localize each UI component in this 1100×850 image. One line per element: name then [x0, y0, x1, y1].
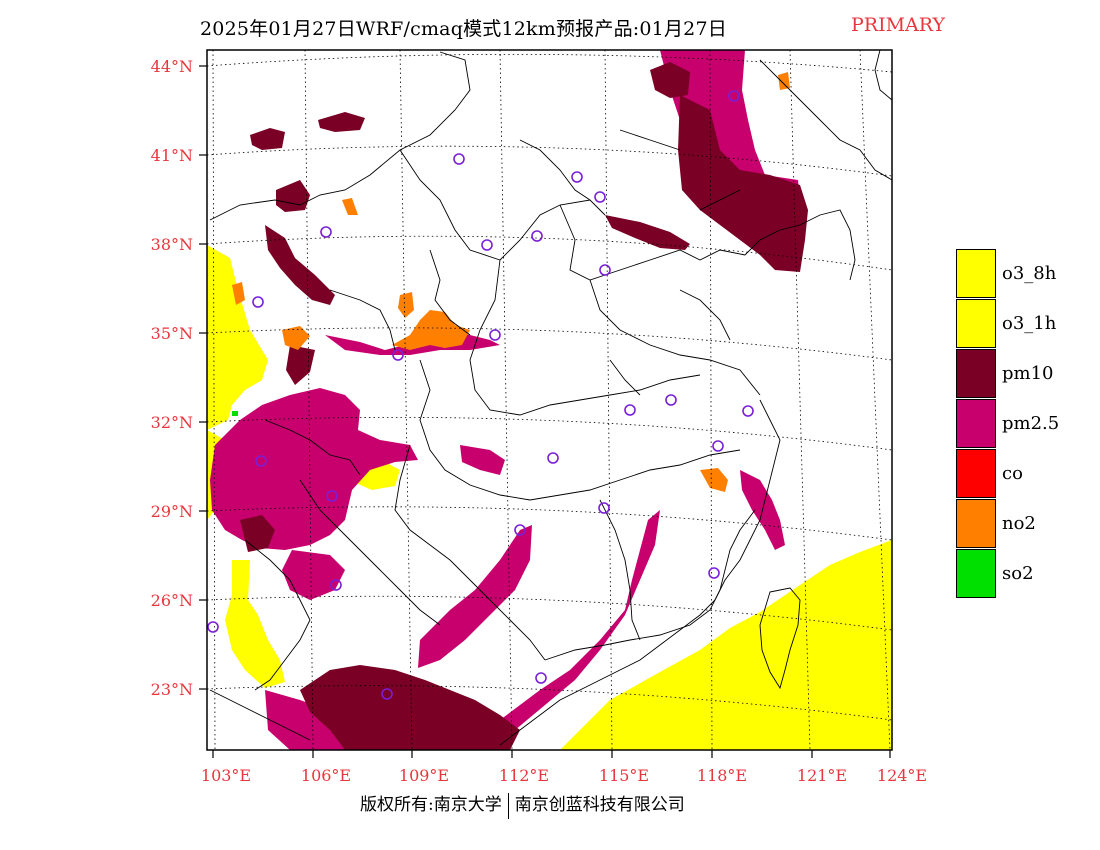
legend-swatch	[956, 549, 996, 598]
lat-label-44: 44°N	[151, 57, 193, 76]
legend-label: o3_8h	[1002, 263, 1057, 284]
lat-label-26: 26°N	[151, 591, 193, 610]
copyright-separator	[507, 792, 509, 819]
legend-item-o3-8h: o3_8h	[956, 249, 1096, 299]
ozone-field	[207, 245, 892, 750]
legend-item-pm10: pm10	[956, 349, 1096, 399]
legend-item-pm25: pm2.5	[956, 399, 1096, 449]
lat-label-32: 32°N	[151, 413, 193, 432]
lon-label-106: 106°E	[301, 766, 351, 785]
axis-ticks	[199, 65, 891, 758]
lat-label-23: 23°N	[151, 680, 193, 699]
legend-label: so2	[1002, 563, 1034, 584]
legend-swatch	[956, 499, 996, 548]
admin-boundaries	[209, 50, 892, 746]
lat-label-35: 35°N	[151, 324, 193, 343]
copyright: 版权所有:南京大学 南京创蓝科技有限公司	[360, 790, 685, 819]
lat-label-41: 41°N	[151, 146, 193, 165]
legend-item-no2: no2	[956, 499, 1096, 549]
lon-label-103: 103°E	[201, 766, 251, 785]
map-title: 2025年01月27日WRF/cmaq模式12km预报产品:01月27日	[200, 18, 727, 40]
lon-label-112: 112°E	[499, 766, 549, 785]
lon-labels: 103°E 106°E 109°E 112°E 115°E 118°E 121°…	[201, 766, 927, 785]
legend-item-co: co	[956, 449, 1096, 499]
lat-label-29: 29°N	[151, 502, 193, 521]
legend-swatch	[956, 299, 996, 348]
copyright-owner: 版权所有:南京大学	[360, 795, 502, 815]
city-markers	[207, 90, 754, 700]
lon-label-115: 115°E	[599, 766, 649, 785]
so2-field	[232, 411, 238, 416]
legend-label: o3_1h	[1002, 313, 1057, 334]
legend-swatch	[956, 449, 996, 498]
legend-label: pm10	[1002, 363, 1054, 384]
map-frame	[206, 49, 893, 751]
lon-label-118: 118°E	[697, 766, 747, 785]
legend-label: co	[1002, 463, 1023, 484]
lon-label-121: 121°E	[797, 766, 847, 785]
legend-swatch	[956, 399, 996, 448]
lat-labels: 44°N 41°N 38°N 35°N 32°N 29°N 26°N 23°N	[151, 57, 193, 699]
legend-label: no2	[1002, 513, 1036, 534]
legend-label: pm2.5	[1002, 413, 1060, 434]
legend-item-o3-1h: o3_1h	[956, 299, 1096, 349]
lat-label-38: 38°N	[151, 235, 193, 254]
legend: o3_8h o3_1h pm10 pm2.5 co no2 so2	[956, 249, 1096, 599]
lon-label-124: 124°E	[877, 766, 927, 785]
lon-label-109: 109°E	[399, 766, 449, 785]
legend-swatch	[956, 349, 996, 398]
title-row: 2025年01月27日WRF/cmaq模式12km预报产品:01月27日 PRI…	[0, 10, 1100, 40]
copyright-company: 南京创蓝科技有限公司	[514, 795, 685, 815]
legend-item-so2: so2	[956, 549, 1096, 599]
pm25-field	[210, 50, 800, 750]
legend-swatch	[956, 249, 996, 298]
graticule	[207, 50, 892, 750]
primary-tag: PRIMARY	[851, 14, 946, 36]
